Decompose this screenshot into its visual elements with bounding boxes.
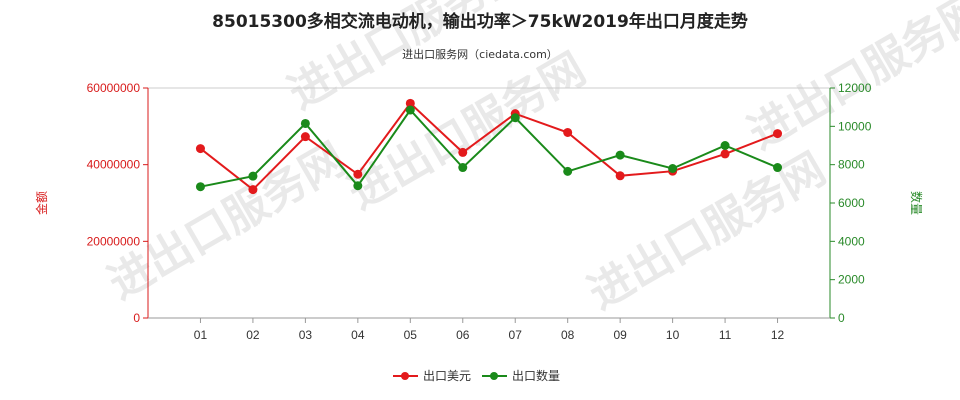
data-point-qty bbox=[615, 150, 625, 160]
x-tick-label: 11 bbox=[719, 328, 732, 342]
watermark-text: 进出口服务网 bbox=[580, 143, 834, 319]
data-point-usd bbox=[458, 147, 468, 157]
data-point-qty bbox=[563, 166, 573, 176]
data-point-usd bbox=[773, 129, 783, 139]
data-point-usd bbox=[405, 98, 415, 108]
x-tick-label: 07 bbox=[509, 328, 523, 342]
left-tick-label: 20000000 bbox=[87, 234, 141, 248]
left-axis-ticks: 0 20000000 40000000 60000000 bbox=[87, 81, 148, 325]
series-layer bbox=[195, 98, 783, 195]
data-point-qty bbox=[353, 181, 363, 191]
right-tick-label: 6000 bbox=[838, 196, 865, 210]
data-point-usd bbox=[195, 144, 205, 154]
series-line-usd bbox=[199, 101, 778, 191]
legend-marker-usd bbox=[401, 372, 409, 380]
data-point-qty bbox=[720, 141, 730, 150]
x-tick-label: 10 bbox=[666, 328, 680, 342]
data-point-usd bbox=[300, 132, 310, 142]
x-tick-label: 04 bbox=[351, 328, 365, 342]
left-axis-title: 金额 bbox=[34, 191, 49, 215]
chart-subtitle: 进出口服务网（ciedata.com） bbox=[402, 47, 558, 61]
x-tick-label: 09 bbox=[613, 328, 627, 342]
right-tick-label: 10000 bbox=[838, 119, 872, 133]
right-axis-title: 数量 bbox=[909, 191, 924, 215]
right-tick-label: 2000 bbox=[838, 273, 865, 287]
x-tick-label: 12 bbox=[771, 328, 785, 342]
data-point-qty bbox=[458, 163, 468, 173]
legend-label-usd: 出口美元 bbox=[423, 369, 471, 383]
x-tick-label: 03 bbox=[299, 328, 313, 342]
right-tick-label: 12000 bbox=[838, 81, 872, 95]
right-tick-label: 8000 bbox=[838, 158, 865, 172]
left-tick-label: 40000000 bbox=[87, 158, 141, 172]
x-tick-label: 05 bbox=[404, 328, 418, 342]
legend: 出口美元 出口数量 bbox=[393, 368, 560, 383]
data-point-qty bbox=[248, 171, 258, 181]
right-tick-label: 0 bbox=[838, 311, 845, 325]
data-point-usd bbox=[248, 185, 258, 195]
data-point-qty bbox=[773, 163, 783, 173]
data-point-usd bbox=[615, 171, 625, 181]
data-point-qty bbox=[195, 182, 205, 192]
x-tick-label: 01 bbox=[194, 328, 208, 342]
right-tick-label: 4000 bbox=[838, 234, 865, 248]
x-tick-label: 06 bbox=[456, 328, 470, 342]
series-line-qty bbox=[200, 108, 778, 188]
left-tick-label: 0 bbox=[133, 311, 140, 325]
right-axis-ticks: 0 2000 4000 6000 8000 10000 12000 bbox=[830, 81, 872, 325]
data-point-usd bbox=[563, 127, 573, 137]
legend-marker-qty bbox=[490, 372, 498, 380]
x-tick-label: 08 bbox=[561, 328, 575, 342]
data-point-qty bbox=[668, 164, 678, 173]
data-point-usd bbox=[353, 169, 363, 179]
data-point-usd bbox=[720, 149, 730, 159]
data-point-qty bbox=[510, 113, 520, 123]
data-point-qty bbox=[405, 105, 415, 115]
x-tick-label: 02 bbox=[246, 328, 260, 342]
x-axis-ticks: 01 02 03 04 05 06 07 08 09 10 11 12 bbox=[194, 318, 785, 342]
left-tick-label: 60000000 bbox=[87, 81, 141, 95]
data-point-qty bbox=[300, 118, 310, 128]
chart-title: 85015300多相交流电动机，输出功率＞75kW2019年出口月度走势 bbox=[212, 11, 748, 32]
legend-label-qty: 出口数量 bbox=[512, 368, 560, 383]
